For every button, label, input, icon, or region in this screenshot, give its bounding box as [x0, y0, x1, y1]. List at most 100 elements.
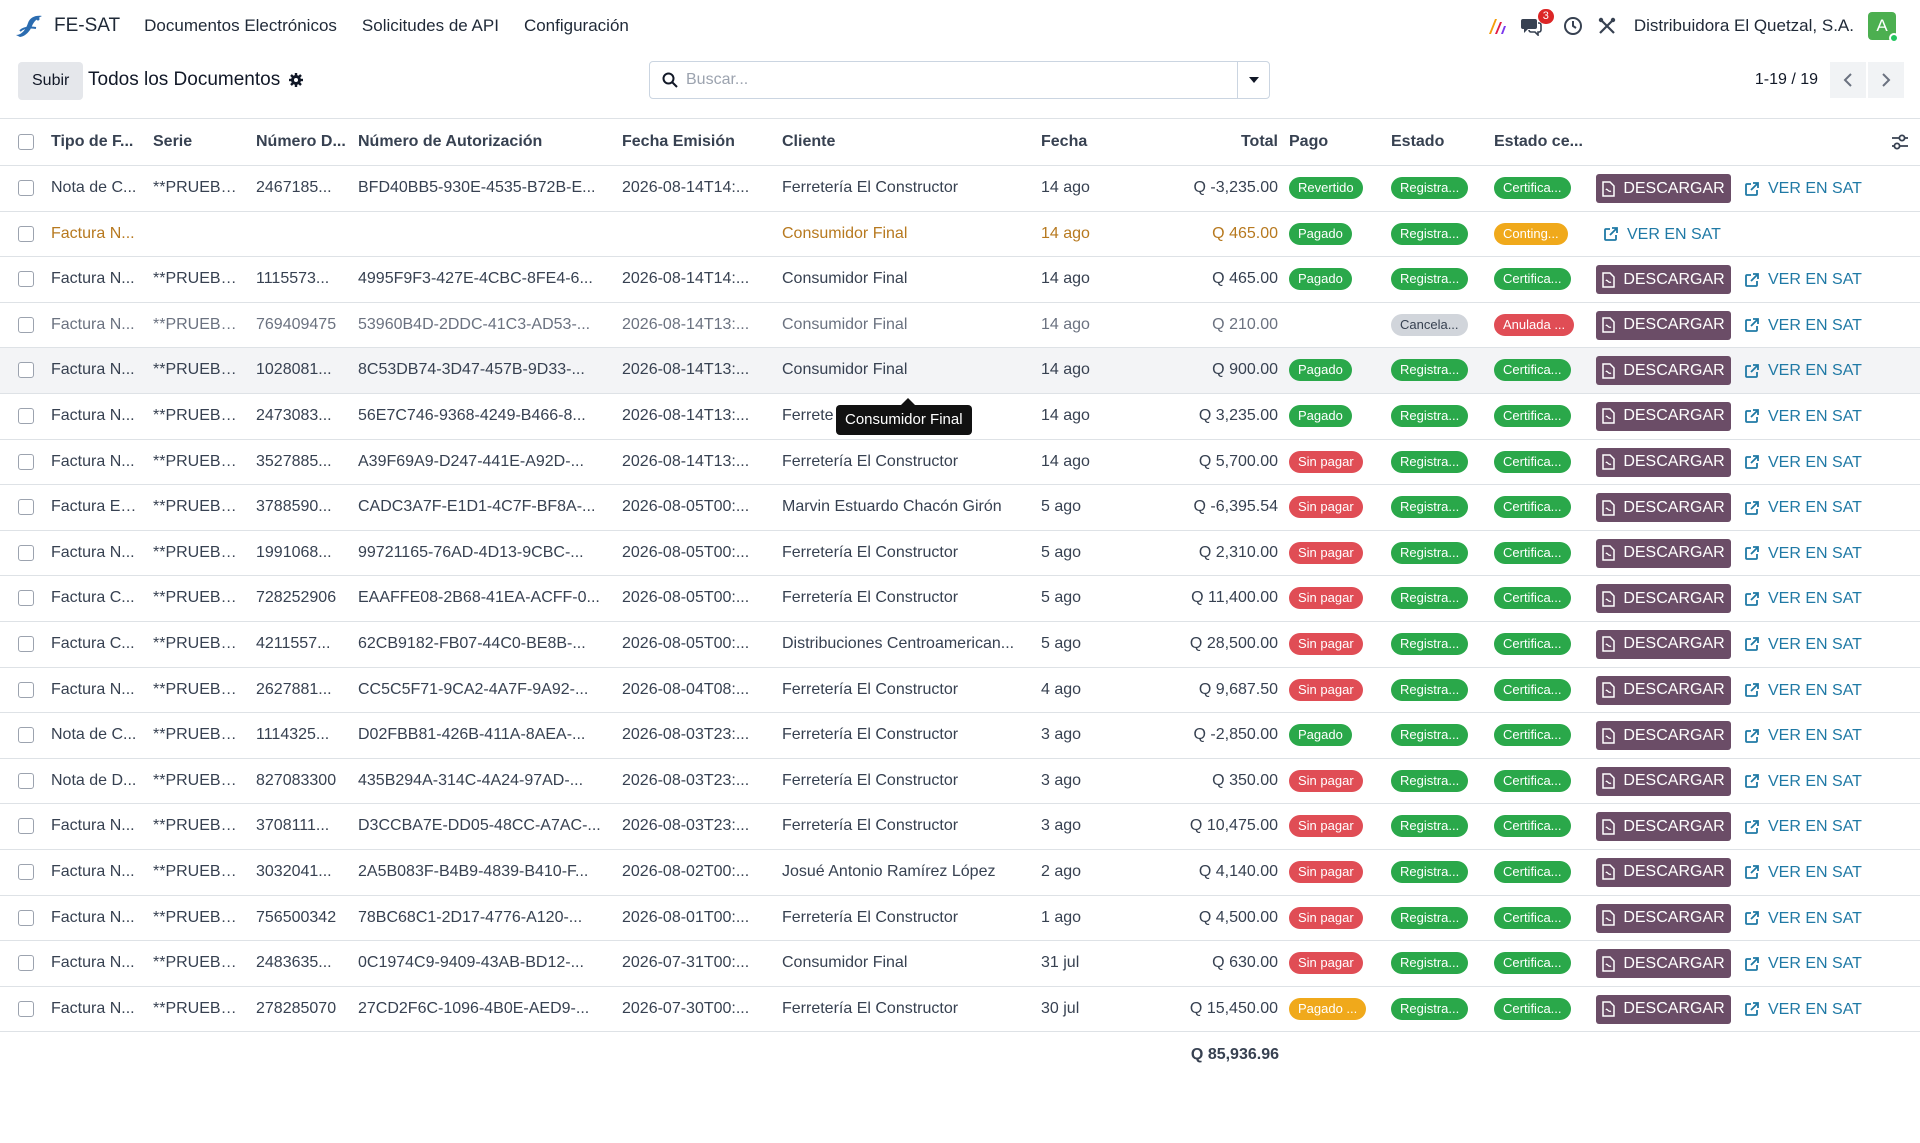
row-checkbox[interactable] — [18, 681, 34, 698]
pager-previous-button[interactable] — [1830, 62, 1866, 98]
table-row[interactable]: Factura N... **PRUEBA... 3527885... A39F69A… — [0, 440, 1920, 486]
upload-button[interactable]: Subir — [18, 62, 84, 100]
download-button[interactable]: DESCARGAR — [1596, 949, 1731, 979]
ai-icon[interactable] — [1484, 13, 1510, 39]
view-sat-link[interactable]: VER EN SAT — [1744, 812, 1862, 841]
view-sat-link[interactable]: VER EN SAT — [1744, 676, 1862, 705]
table-row[interactable]: Factura C... **PRUEBA... 4211557... 62CB918… — [0, 622, 1920, 668]
company-switcher[interactable]: Distribuidora El Quetzal, S.A. — [1633, 16, 1854, 35]
menu-documentos-electronicos[interactable]: Documentos Electrónicos — [144, 16, 337, 35]
row-checkbox[interactable] — [18, 499, 34, 516]
download-button[interactable]: DESCARGAR — [1596, 447, 1731, 477]
table-row[interactable]: Factura N... **PRUEBA... 769409475 53960B4D… — [0, 303, 1920, 349]
table-row[interactable]: Factura N... Consumidor Final 14 ago Q 465.… — [0, 212, 1920, 258]
download-button[interactable]: DESCARGAR — [1596, 721, 1731, 751]
view-sat-link[interactable]: VER EN SAT — [1744, 402, 1862, 431]
table-row[interactable]: Factura N... **PRUEBA... 2473083... 56E7C74… — [0, 394, 1920, 440]
view-sat-link[interactable]: VER EN SAT — [1744, 265, 1862, 294]
view-sat-link[interactable]: VER EN SAT — [1744, 584, 1862, 613]
row-checkbox[interactable] — [18, 955, 34, 972]
column-header-total[interactable]: Total — [1240, 133, 1278, 150]
view-sat-link[interactable]: VER EN SAT — [1744, 448, 1862, 477]
table-row[interactable]: Nota de C... **PRUEBA... 2467185... BFD40BB… — [0, 166, 1920, 212]
search-input[interactable] — [686, 63, 1237, 97]
column-header-fecha-emision[interactable]: Fecha Emisión — [622, 133, 735, 150]
table-row[interactable]: Factura N... **PRUEBA... 2627881... CC5C5F7… — [0, 668, 1920, 714]
download-button[interactable]: DESCARGAR — [1596, 675, 1731, 705]
download-button[interactable]: DESCARGAR — [1596, 265, 1731, 295]
row-checkbox[interactable] — [18, 316, 34, 333]
view-sat-link[interactable]: VER EN SAT — [1744, 630, 1862, 659]
column-settings-icon[interactable] — [1891, 134, 1909, 150]
column-header-numero-dte[interactable]: Número D... — [256, 133, 346, 150]
select-all-checkbox[interactable] — [18, 134, 34, 150]
view-sat-link[interactable]: VER EN SAT — [1744, 493, 1862, 522]
table-row[interactable]: Factura N... **PRUEBA... 756500342 78BC68C1… — [0, 896, 1920, 942]
table-row[interactable]: Factura N... **PRUEBA... 1115573... 4995F9F… — [0, 257, 1920, 303]
column-header-fecha[interactable]: Fecha — [1041, 133, 1088, 150]
download-button[interactable]: DESCARGAR — [1596, 310, 1731, 340]
table-row[interactable]: Factura Es... **PRUEBA... 3788590... CADC3A… — [0, 485, 1920, 531]
download-button[interactable]: DESCARGAR — [1596, 174, 1731, 203]
view-sat-link[interactable]: VER EN SAT — [1744, 174, 1862, 203]
menu-configuracion[interactable]: Configuración — [523, 16, 629, 35]
download-button[interactable]: DESCARGAR — [1596, 401, 1731, 431]
table-row[interactable]: Factura C... **PRUEBA... 728252906 EAAFFE08… — [0, 576, 1920, 622]
pager-value[interactable]: 1-19 / 19 — [1754, 71, 1818, 88]
row-checkbox[interactable] — [18, 818, 34, 835]
row-checkbox[interactable] — [18, 635, 34, 652]
view-sat-link[interactable]: VER EN SAT — [1744, 995, 1862, 1024]
row-checkbox[interactable] — [18, 590, 34, 607]
download-button[interactable]: DESCARGAR — [1596, 629, 1731, 659]
clock-icon[interactable] — [1560, 13, 1586, 39]
table-row[interactable]: Nota de D... **PRUEBA... 827083300 435B294A… — [0, 759, 1920, 805]
column-header-cliente[interactable]: Cliente — [782, 133, 836, 150]
menu-solicitudes-api[interactable]: Solicitudes de API — [361, 16, 499, 35]
tools-icon[interactable] — [1594, 13, 1620, 39]
row-checkbox[interactable] — [18, 180, 34, 196]
chat-icon[interactable]: 3 — [1518, 9, 1554, 39]
download-button[interactable]: DESCARGAR — [1596, 538, 1731, 568]
download-button[interactable]: DESCARGAR — [1596, 584, 1731, 614]
download-button[interactable]: DESCARGAR — [1596, 766, 1731, 796]
row-checkbox[interactable] — [18, 362, 34, 379]
column-header-autorizacion[interactable]: Número de Autorización — [358, 133, 543, 150]
download-button[interactable]: DESCARGAR — [1596, 903, 1731, 933]
row-checkbox[interactable] — [18, 727, 34, 744]
table-row[interactable]: Factura N... **PRUEBA... 1028081... 8C53DB7… — [0, 348, 1920, 394]
view-sat-link[interactable]: VER EN SAT — [1744, 539, 1862, 568]
table-row[interactable]: Factura N... **PRUEBA... 3708111... D3CCBA7… — [0, 804, 1920, 850]
column-header-serie[interactable]: Serie — [153, 133, 193, 150]
column-header-estado[interactable]: Estado — [1391, 133, 1445, 150]
column-header-tipo[interactable]: Tipo de F... — [51, 133, 134, 150]
row-checkbox[interactable] — [18, 453, 34, 470]
download-button[interactable]: DESCARGAR — [1596, 812, 1731, 842]
brand[interactable]: FE-SAT — [14, 13, 120, 39]
row-checkbox[interactable] — [18, 863, 34, 880]
column-header-pago[interactable]: Pago — [1289, 133, 1329, 150]
view-sat-link[interactable]: VER EN SAT — [1603, 220, 1721, 249]
table-row[interactable]: Factura N... **PRUEBA... 278285070 27CD2F6C… — [0, 987, 1920, 1033]
table-row[interactable]: Factura N... **PRUEBA... 2483635... 0C1974C… — [0, 941, 1920, 987]
pager-next-button[interactable] — [1868, 62, 1904, 98]
row-checkbox[interactable] — [18, 909, 34, 926]
gear-icon[interactable] — [288, 72, 304, 88]
download-button[interactable]: DESCARGAR — [1596, 857, 1731, 887]
row-checkbox[interactable] — [18, 225, 34, 242]
view-sat-link[interactable]: VER EN SAT — [1744, 858, 1862, 887]
download-button[interactable]: DESCARGAR — [1596, 994, 1731, 1024]
column-header-estado-certificacion[interactable]: Estado ce... — [1494, 133, 1583, 150]
row-checkbox[interactable] — [18, 544, 34, 561]
view-sat-link[interactable]: VER EN SAT — [1744, 767, 1862, 796]
view-sat-link[interactable]: VER EN SAT — [1744, 949, 1862, 978]
row-checkbox[interactable] — [18, 772, 34, 789]
view-sat-link[interactable]: VER EN SAT — [1744, 904, 1862, 933]
download-button[interactable]: DESCARGAR — [1596, 356, 1731, 386]
view-sat-link[interactable]: VER EN SAT — [1744, 311, 1862, 340]
avatar[interactable]: A — [1868, 12, 1899, 43]
table-row[interactable]: Nota de C... **PRUEBA... 1114325... D02FBB8… — [0, 713, 1920, 759]
search-options-toggle[interactable] — [1237, 62, 1269, 98]
row-checkbox[interactable] — [18, 1000, 34, 1017]
view-sat-link[interactable]: VER EN SAT — [1744, 356, 1862, 385]
row-checkbox[interactable] — [18, 271, 34, 288]
